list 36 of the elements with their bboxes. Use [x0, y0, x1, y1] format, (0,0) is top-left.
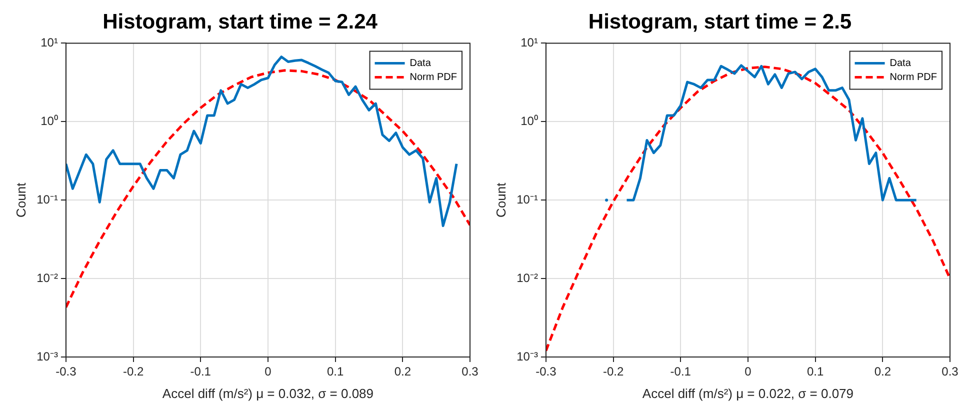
x-tick-label: 0.2 [394, 364, 412, 379]
x-tick-label: -0.2 [122, 364, 144, 379]
x-tick-label: -0.3 [56, 364, 77, 379]
x-tick-label: 0 [264, 364, 272, 379]
y-tick-label: 10⁻¹ [516, 192, 538, 206]
y-axis-title: Count [13, 182, 28, 218]
legend-label: Norm PDF [890, 72, 938, 83]
y-tick-label: 10⁰ [520, 114, 538, 128]
x-tick-label: 0.3 [942, 364, 959, 379]
x-tick-label: -0.1 [190, 364, 212, 379]
x-tick-label: -0.1 [670, 364, 692, 379]
y-tick-label: 10⁻² [516, 270, 538, 285]
x-tick-label: -0.3 [536, 364, 557, 379]
y-tick-label: 10⁻¹ [36, 192, 58, 206]
legend-label: Norm PDF [410, 72, 458, 83]
x-tick-label: 0 [744, 364, 752, 379]
line-series [66, 69, 470, 309]
x-tick-label: 0.2 [874, 364, 892, 379]
y-tick-label: 10⁻² [36, 270, 58, 285]
legend-label: Data [410, 58, 432, 69]
chart-title: Histogram, start time = 2.5 [588, 10, 852, 34]
y-tick-label: 10⁻³ [516, 349, 538, 364]
x-axis-title: Accel diff (m/s²) μ = 0.032, σ = 0.089 [162, 386, 374, 401]
x-tick-label: -0.2 [602, 364, 624, 379]
x-axis-title: Accel diff (m/s²) μ = 0.022, σ = 0.079 [642, 386, 854, 401]
y-axis-title: Count [493, 182, 508, 218]
x-tick-label: 0.1 [326, 364, 344, 379]
line-series [546, 66, 950, 352]
chart-title: Histogram, start time = 2.24 [102, 10, 378, 34]
legend-label: Data [890, 58, 912, 69]
x-tick-label: 0.3 [462, 364, 479, 379]
y-tick-label: 10⁰ [40, 114, 58, 128]
y-tick-label: 10¹ [520, 36, 538, 50]
y-tick-label: 10¹ [40, 36, 58, 50]
x-tick-label: 0.1 [806, 364, 824, 379]
y-tick-label: 10⁻³ [36, 349, 58, 364]
